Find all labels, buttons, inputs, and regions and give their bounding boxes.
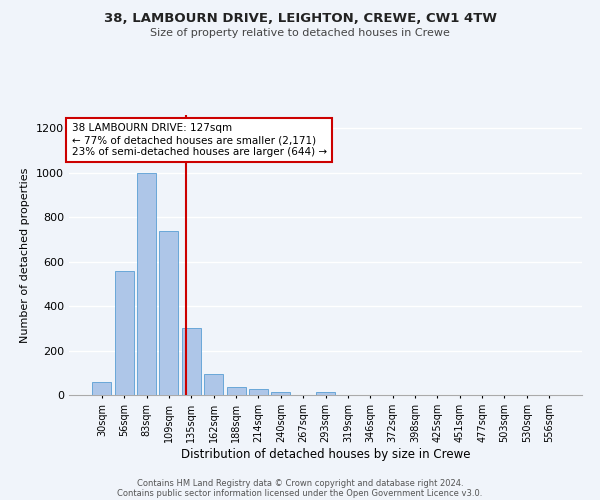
Bar bbox=[204, 374, 223, 395]
Text: Size of property relative to detached houses in Crewe: Size of property relative to detached ho… bbox=[150, 28, 450, 38]
Bar bbox=[137, 173, 156, 395]
Text: 38 LAMBOURN DRIVE: 127sqm
← 77% of detached houses are smaller (2,171)
23% of se: 38 LAMBOURN DRIVE: 127sqm ← 77% of detac… bbox=[71, 124, 326, 156]
X-axis label: Distribution of detached houses by size in Crewe: Distribution of detached houses by size … bbox=[181, 448, 470, 460]
Bar bbox=[182, 328, 201, 395]
Bar bbox=[227, 387, 245, 395]
Text: Contains HM Land Registry data © Crown copyright and database right 2024.: Contains HM Land Registry data © Crown c… bbox=[137, 478, 463, 488]
Bar bbox=[316, 392, 335, 395]
Y-axis label: Number of detached properties: Number of detached properties bbox=[20, 168, 31, 342]
Bar bbox=[249, 390, 268, 395]
Bar bbox=[92, 382, 112, 395]
Text: 38, LAMBOURN DRIVE, LEIGHTON, CREWE, CW1 4TW: 38, LAMBOURN DRIVE, LEIGHTON, CREWE, CW1… bbox=[104, 12, 497, 26]
Text: Contains public sector information licensed under the Open Government Licence v3: Contains public sector information licen… bbox=[118, 488, 482, 498]
Bar bbox=[115, 270, 134, 395]
Bar bbox=[271, 392, 290, 395]
Bar bbox=[160, 230, 178, 395]
